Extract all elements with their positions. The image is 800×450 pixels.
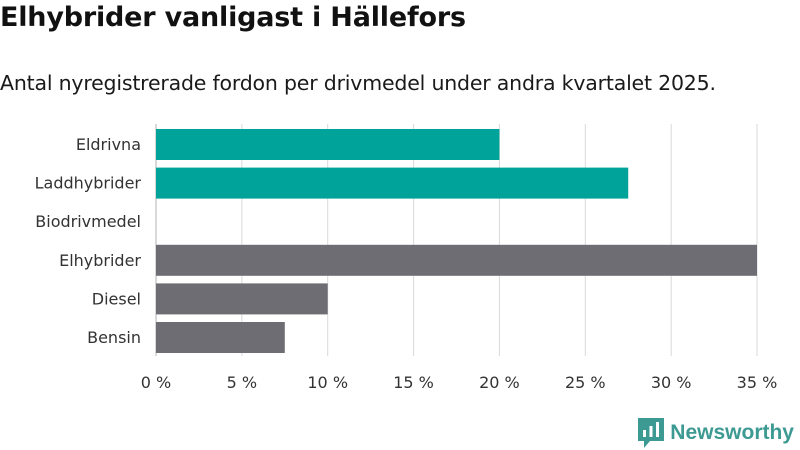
x-tick-label: 30 % — [651, 373, 692, 392]
brand-name: Newsworthy — [670, 421, 794, 444]
brand: Newsworthy — [638, 418, 794, 448]
x-tick-label: 15 % — [393, 373, 434, 392]
category-label: Eldrivna — [76, 135, 141, 154]
x-tick-label: 35 % — [737, 373, 778, 392]
x-tick-label: 20 % — [479, 373, 520, 392]
bar-eldrivna — [156, 129, 500, 160]
category-labels: Eldrivna Laddhybrider Biodrivmedel Elhybrid… — [35, 135, 142, 347]
bars — [156, 129, 757, 353]
x-tick-label: 25 % — [565, 373, 606, 392]
bar-diesel — [156, 283, 328, 315]
category-label: Elhybrider — [59, 251, 141, 270]
category-label: Laddhybrider — [35, 174, 142, 193]
x-tick-label: 10 % — [307, 373, 348, 392]
chart-subtitle: Antal nyregistrerade fordon per drivmede… — [0, 71, 716, 95]
chart-title: Elhybrider vanligast i Hällefors — [0, 2, 466, 33]
category-label: Biodrivmedel — [35, 212, 141, 231]
gridlines — [155, 124, 758, 356]
category-label: Diesel — [92, 289, 141, 308]
bar-elhybrider — [156, 244, 757, 276]
x-tick-label: 0 % — [141, 373, 171, 392]
category-label: Bensin — [87, 328, 141, 347]
newsworthy-logo-icon — [638, 418, 665, 448]
x-tick-labels: 0 % 5 % 10 % 15 % 20 % 25 % 30 % 35 % — [141, 373, 778, 392]
bar-bensin — [156, 322, 285, 353]
bar-laddhybrider — [156, 167, 629, 199]
x-tick-label: 5 % — [227, 373, 257, 392]
